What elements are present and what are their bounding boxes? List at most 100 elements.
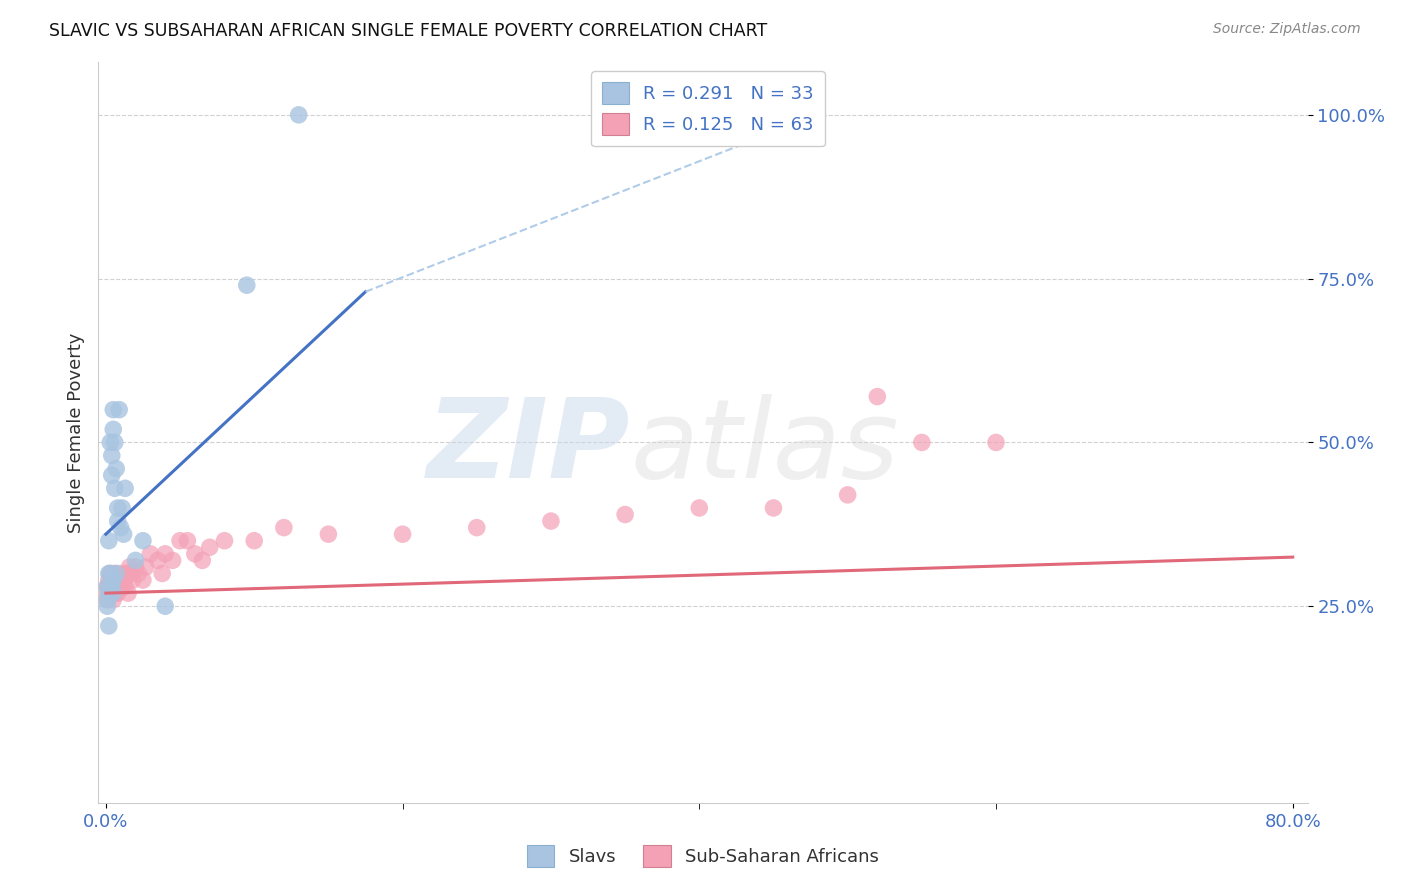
Point: [139, 547, 162, 561]
Point: [100, 586, 122, 600]
Point: [110, 580, 132, 594]
Point: [100, 580, 122, 594]
Point: [103, 573, 125, 587]
Point: [108, 402, 131, 417]
Point: [111, 500, 134, 515]
Legend: R = 0.291   N = 33, R = 0.125   N = 63: R = 0.291 N = 33, R = 0.125 N = 63: [591, 71, 825, 146]
Point: [132, 533, 155, 548]
Point: [97, 566, 120, 581]
Point: [98, 580, 121, 594]
Point: [169, 533, 191, 548]
Point: [98, 586, 121, 600]
Point: [540, 514, 562, 528]
Point: [150, 566, 173, 581]
Point: [176, 533, 198, 548]
Point: [97, 533, 120, 548]
Point: [118, 560, 141, 574]
Point: [115, 566, 138, 581]
Point: [911, 435, 934, 450]
Point: [273, 521, 295, 535]
Point: [104, 435, 127, 450]
Point: [465, 521, 488, 535]
Point: [105, 573, 128, 587]
Point: [108, 573, 131, 587]
Point: [96, 580, 118, 594]
Point: [114, 481, 136, 495]
Point: [97, 580, 120, 594]
Point: [96, 592, 118, 607]
Point: [100, 449, 122, 463]
Point: [100, 580, 122, 594]
Point: [236, 278, 259, 293]
Point: [103, 586, 125, 600]
Y-axis label: Single Female Poverty: Single Female Poverty: [66, 333, 84, 533]
Point: [153, 547, 176, 561]
Point: [96, 599, 118, 614]
Point: [184, 547, 207, 561]
Point: [96, 580, 118, 594]
Legend: Slavs, Sub-Saharan Africans: Slavs, Sub-Saharan Africans: [520, 838, 886, 874]
Point: [96, 592, 118, 607]
Point: [107, 514, 129, 528]
Point: [103, 580, 125, 594]
Point: [112, 527, 135, 541]
Point: [98, 566, 121, 581]
Point: [117, 566, 139, 581]
Point: [103, 402, 125, 417]
Point: [97, 586, 120, 600]
Point: [124, 560, 146, 574]
Point: [103, 592, 125, 607]
Point: [117, 586, 139, 600]
Point: [97, 619, 120, 633]
Point: [391, 527, 413, 541]
Point: [111, 580, 134, 594]
Point: [191, 553, 214, 567]
Text: Source: ZipAtlas.com: Source: ZipAtlas.com: [1213, 22, 1361, 37]
Point: [318, 527, 340, 541]
Point: [110, 566, 132, 581]
Point: [97, 573, 120, 587]
Point: [104, 580, 127, 594]
Point: [105, 586, 128, 600]
Point: [98, 435, 121, 450]
Point: [98, 580, 121, 594]
Point: [243, 533, 266, 548]
Text: atlas: atlas: [630, 394, 898, 501]
Point: [107, 500, 129, 515]
Point: [984, 435, 1007, 450]
Point: [127, 566, 149, 581]
Point: [120, 566, 142, 581]
Point: [108, 580, 131, 594]
Point: [688, 500, 710, 515]
Point: [100, 573, 122, 587]
Point: [103, 586, 125, 600]
Point: [124, 553, 146, 567]
Point: [135, 560, 157, 574]
Point: [762, 500, 785, 515]
Point: [198, 541, 221, 555]
Point: [162, 553, 184, 567]
Text: ZIP: ZIP: [427, 394, 630, 501]
Point: [104, 566, 127, 581]
Point: [96, 586, 118, 600]
Point: [103, 422, 125, 436]
Point: [104, 481, 127, 495]
Point: [107, 580, 129, 594]
Point: [146, 553, 169, 567]
Point: [105, 461, 128, 475]
Point: [100, 468, 122, 483]
Point: [98, 566, 121, 581]
Point: [105, 580, 128, 594]
Point: [214, 533, 236, 548]
Point: [121, 573, 143, 587]
Point: [105, 566, 128, 581]
Point: [110, 521, 132, 535]
Point: [112, 573, 135, 587]
Point: [866, 390, 889, 404]
Point: [837, 488, 859, 502]
Text: SLAVIC VS SUBSAHARAN AFRICAN SINGLE FEMALE POVERTY CORRELATION CHART: SLAVIC VS SUBSAHARAN AFRICAN SINGLE FEMA…: [49, 22, 768, 40]
Point: [132, 573, 155, 587]
Point: [97, 586, 120, 600]
Point: [114, 580, 136, 594]
Point: [287, 108, 309, 122]
